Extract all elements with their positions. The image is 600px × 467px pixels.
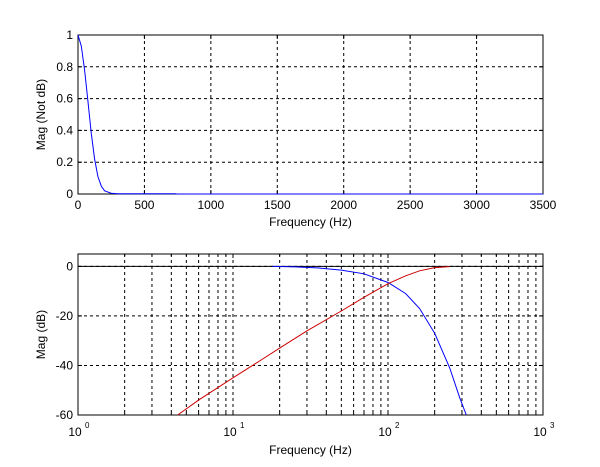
tick-label-y: 0.8 [56,60,73,74]
tick-label-y: 0 [66,187,73,201]
tick-label-y: 0.6 [56,92,73,106]
tick-label-x-exponent: 2 [395,421,400,430]
tick-label-x: 10 [533,425,547,439]
plot-frame [77,253,544,416]
tick-label-x: 10 [68,425,82,439]
top-linear-plot: 0 500 1000 1500 2000 2500 3000 3500 0 0.2 0.4 0.6 0.… [34,28,557,229]
tick-label-y: 0.2 [56,155,73,169]
tick-label-x: 500 [134,198,154,212]
tick-label-x: 0 [75,198,82,212]
x-axis-label: Frequency (Hz) [269,443,352,457]
y-axis-label: Mag (Not dB) [34,79,48,150]
tick-label-y: -20 [56,309,74,323]
series-line [77,34,177,195]
tick-label-y: -40 [56,358,74,372]
tick-label-x: 3500 [530,198,557,212]
tick-label-y: -60 [56,408,74,422]
tick-label-x: 10 [223,425,237,439]
y-axis-label: Mag (dB) [34,310,48,359]
tick-label-x: 1000 [198,198,225,212]
x-axis-label: Frequency (Hz) [269,215,352,229]
tick-label-x-exponent: 1 [240,421,245,430]
tick-label-y: 0 [66,259,73,273]
tick-label-x-exponent: 0 [85,421,90,430]
tick-label-x: 2000 [330,198,357,212]
tick-label-x-exponent: 3 [550,421,555,430]
series-line [177,266,450,416]
series-line [272,265,467,416]
tick-label-x: 3000 [463,198,490,212]
tick-label-x: 1500 [264,198,291,212]
tick-label-x: 2500 [397,198,424,212]
tick-label-y: 0.4 [56,123,73,137]
tick-label-y: 1 [66,28,73,42]
plot-frame [77,34,544,195]
tick-label-x: 10 [378,425,392,439]
